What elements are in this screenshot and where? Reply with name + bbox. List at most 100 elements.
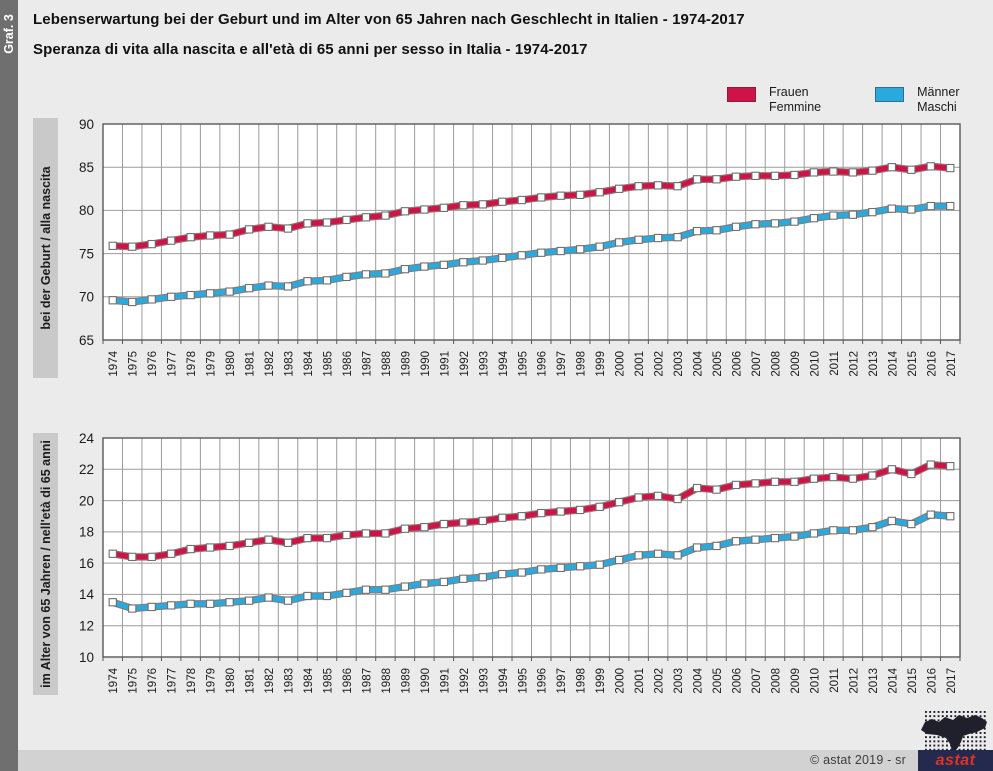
svg-text:1989: 1989 <box>400 668 412 694</box>
chart-at-age-65: 10 12 14 16 18 20 22 24 1974 1975 1976 1977 1978 1979… <box>79 431 961 694</box>
svg-text:2002: 2002 <box>654 351 666 377</box>
svg-text:2005: 2005 <box>712 668 724 694</box>
svg-text:1983: 1983 <box>284 668 296 694</box>
svg-text:1979: 1979 <box>206 668 218 694</box>
svg-text:2015: 2015 <box>907 668 919 694</box>
svg-text:1998: 1998 <box>576 351 588 377</box>
svg-text:1993: 1993 <box>478 351 490 377</box>
svg-text:80: 80 <box>79 203 94 218</box>
svg-text:2012: 2012 <box>848 351 860 377</box>
svg-text:1992: 1992 <box>459 668 471 694</box>
graf-tab: Graf. 3 <box>0 0 18 771</box>
svg-text:1999: 1999 <box>595 668 607 694</box>
svg-text:2010: 2010 <box>809 351 821 377</box>
x-tick-labels: 1974 1975 1976 1977 1978 1979 1980 1981 1982 1983… <box>108 350 958 376</box>
copyright-text: © astat 2019 - sr <box>810 753 906 767</box>
svg-text:2013: 2013 <box>868 668 880 694</box>
svg-text:2009: 2009 <box>790 351 802 377</box>
y-tick-labels: 10 12 14 16 18 20 22 24 <box>79 431 95 665</box>
svg-text:2007: 2007 <box>751 668 763 694</box>
svg-text:2004: 2004 <box>693 667 705 693</box>
svg-text:2003: 2003 <box>673 351 685 377</box>
svg-text:65: 65 <box>79 333 94 348</box>
svg-text:2003: 2003 <box>673 668 685 694</box>
svg-text:1977: 1977 <box>167 668 179 694</box>
svg-text:2017: 2017 <box>946 668 958 694</box>
legend-swatch-female <box>727 87 756 102</box>
markers <box>108 510 955 613</box>
svg-text:2015: 2015 <box>907 351 919 377</box>
svg-text:1974: 1974 <box>108 667 120 693</box>
svg-text:1990: 1990 <box>420 351 432 377</box>
svg-text:1975: 1975 <box>128 668 140 694</box>
svg-text:2005: 2005 <box>712 351 724 377</box>
astat-logo-bar: astat <box>918 750 993 771</box>
svg-text:1984: 1984 <box>303 667 315 693</box>
svg-text:2016: 2016 <box>926 351 938 377</box>
svg-text:1987: 1987 <box>361 668 373 694</box>
svg-text:1982: 1982 <box>264 668 276 694</box>
svg-text:1985: 1985 <box>322 668 334 694</box>
svg-text:1987: 1987 <box>361 351 373 377</box>
svg-text:1990: 1990 <box>420 668 432 694</box>
chart-at-birth: 65 70 75 80 85 90 1974 1975 1976 1977 1978 1979 1980… <box>79 117 961 377</box>
logo-map-shape <box>921 715 987 751</box>
svg-text:1996: 1996 <box>537 668 549 694</box>
svg-text:1982: 1982 <box>264 351 276 377</box>
markers <box>108 201 955 307</box>
svg-text:1997: 1997 <box>556 351 568 377</box>
svg-text:2014: 2014 <box>887 350 899 376</box>
svg-text:14: 14 <box>79 587 95 602</box>
svg-text:2009: 2009 <box>790 668 802 694</box>
svg-text:1981: 1981 <box>245 351 257 377</box>
svg-text:2001: 2001 <box>634 351 646 377</box>
svg-text:2011: 2011 <box>829 351 841 376</box>
svg-text:2001: 2001 <box>634 668 646 694</box>
series-male <box>108 510 955 613</box>
series-female <box>108 162 955 251</box>
svg-text:10: 10 <box>79 650 94 665</box>
svg-text:2008: 2008 <box>770 351 782 377</box>
svg-text:2000: 2000 <box>615 668 627 694</box>
svg-text:75: 75 <box>79 246 94 261</box>
svg-text:70: 70 <box>79 290 94 305</box>
svg-text:2016: 2016 <box>926 668 938 694</box>
legend: Frauen Femmine Männer Maschi <box>727 85 959 115</box>
svg-text:18: 18 <box>79 525 94 540</box>
svg-text:1994: 1994 <box>498 350 510 376</box>
svg-text:1976: 1976 <box>147 351 159 377</box>
page-title-german: Lebenserwartung bei der Geburt und im Al… <box>33 11 745 28</box>
svg-text:90: 90 <box>79 117 94 132</box>
series-female <box>108 460 955 562</box>
svg-text:2006: 2006 <box>732 351 744 377</box>
svg-text:2010: 2010 <box>809 668 821 694</box>
svg-text:12: 12 <box>79 619 94 634</box>
legend-label-female: Frauen Femmine <box>769 85 822 114</box>
legend-swatch-male <box>875 87 905 102</box>
footer-bar <box>18 750 993 771</box>
svg-text:2007: 2007 <box>751 351 763 377</box>
x-tick-labels: 1974 1975 1976 1977 1978 1979 1980 1981 1982 1983… <box>108 667 958 693</box>
svg-text:2002: 2002 <box>654 668 666 694</box>
svg-text:1989: 1989 <box>400 351 412 377</box>
markers <box>108 162 955 251</box>
svg-text:1985: 1985 <box>322 351 334 377</box>
legend-item-female: Frauen Femmine <box>727 85 821 115</box>
svg-text:1986: 1986 <box>342 351 354 377</box>
svg-text:1991: 1991 <box>439 668 451 694</box>
svg-text:1984: 1984 <box>303 350 315 376</box>
svg-text:1996: 1996 <box>537 351 549 377</box>
svg-text:16: 16 <box>79 556 94 571</box>
y-tick-labels: 65 70 75 80 85 90 <box>79 117 94 348</box>
svg-text:20: 20 <box>79 493 94 508</box>
svg-text:1975: 1975 <box>128 351 140 377</box>
svg-text:1978: 1978 <box>186 668 198 694</box>
astat-logo: astat <box>918 707 993 771</box>
legend-label-male: Männer Maschi <box>917 85 960 114</box>
svg-text:1986: 1986 <box>342 668 354 694</box>
svg-text:2000: 2000 <box>615 351 627 377</box>
svg-text:2011: 2011 <box>829 668 841 693</box>
svg-text:1997: 1997 <box>556 668 568 694</box>
svg-text:1980: 1980 <box>225 351 237 377</box>
